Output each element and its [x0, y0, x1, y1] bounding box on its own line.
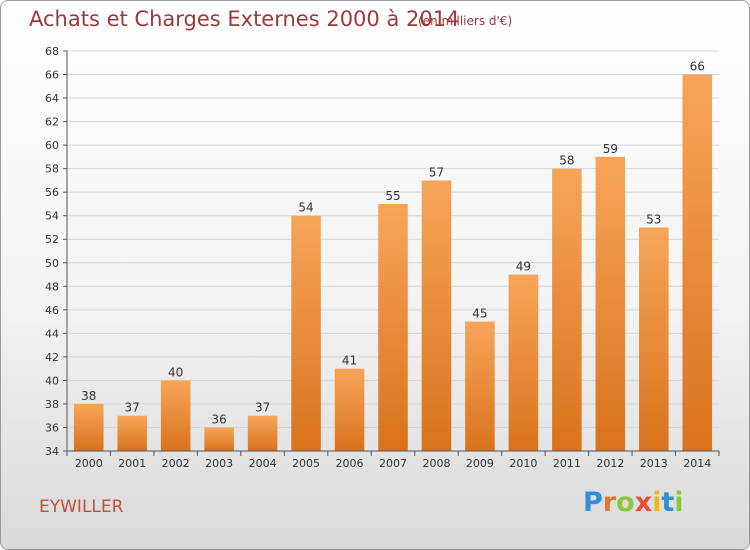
commune-name: EYWILLER — [39, 497, 124, 517]
bar-value-label: 66 — [690, 60, 705, 74]
logo-letter: r — [602, 487, 617, 518]
x-tick-label: 2006 — [336, 457, 364, 470]
x-tick-label: 2008 — [422, 457, 450, 470]
y-tick-label: 34 — [45, 445, 59, 458]
y-tick-label: 36 — [45, 421, 59, 434]
y-tick-label: 50 — [45, 257, 59, 270]
y-tick-label: 44 — [45, 327, 59, 340]
bar — [682, 74, 713, 451]
y-tick-label: 52 — [45, 233, 59, 246]
x-tick-label: 2000 — [75, 457, 103, 470]
bar — [552, 168, 582, 451]
bar-value-label: 53 — [646, 212, 661, 226]
bar — [247, 415, 278, 451]
x-tick-label: 2014 — [683, 457, 711, 470]
y-tick-label: 60 — [45, 139, 59, 152]
y-tick-label: 56 — [45, 186, 59, 199]
bar-value-label: 58 — [559, 154, 574, 168]
logo-letter: t — [661, 487, 675, 518]
y-tick-label: 48 — [45, 280, 59, 293]
bar-value-label: 55 — [385, 189, 400, 203]
bar-value-label: 59 — [603, 142, 618, 156]
bar-value-label: 37 — [125, 401, 140, 415]
x-tick-label: 2002 — [162, 457, 190, 470]
bar — [73, 403, 104, 451]
bar — [160, 380, 191, 451]
y-tick-label: 46 — [45, 304, 59, 317]
x-tick-label: 2007 — [379, 457, 407, 470]
bar — [378, 203, 408, 451]
axes: 34 36 38 40 42 44 46 48 50 52 54 56 58 60 62 64 66 68 2000… — [45, 45, 720, 470]
y-tick-label: 40 — [45, 374, 59, 387]
logo-letter: x — [634, 487, 653, 518]
bar-value-label: 54 — [298, 201, 313, 215]
bar — [508, 274, 539, 451]
bar-value-label: 45 — [472, 307, 487, 321]
bar — [334, 368, 365, 451]
y-tick-label: 58 — [45, 163, 59, 176]
logo-letter: o — [616, 487, 635, 518]
bar — [204, 427, 234, 451]
bar-value-label: 40 — [168, 365, 183, 379]
bar — [421, 180, 452, 452]
logo-letter: i — [674, 487, 684, 518]
y-tick-label: 68 — [45, 45, 59, 58]
bar — [117, 415, 147, 451]
logo-letter: P — [583, 487, 603, 518]
y-tick-label: 54 — [45, 210, 59, 223]
x-tick-label: 2010 — [509, 457, 537, 470]
x-tick-label: 2009 — [466, 457, 494, 470]
y-tick-label: 66 — [45, 69, 59, 82]
logo-letter: i — [652, 487, 662, 518]
bar — [465, 321, 495, 451]
x-tick-label: 2013 — [640, 457, 668, 470]
bar-value-label: 38 — [81, 389, 96, 403]
x-tick-label: 2005 — [292, 457, 320, 470]
y-tick-label: 64 — [45, 92, 59, 105]
chart-subtitle: (en milliers d'€) — [418, 14, 513, 28]
x-tick-label: 2004 — [249, 457, 277, 470]
proxiti-logo[interactable]: Proxiti — [583, 487, 684, 518]
bar — [291, 215, 321, 451]
x-tick-label: 2001 — [118, 457, 146, 470]
bars: 38 37 40 36 37 54 41 55 57 45 49 58 59 53 66 — [73, 60, 713, 452]
y-tick-label: 62 — [45, 116, 59, 129]
y-tick-label: 38 — [45, 398, 59, 411]
chart-title: Achats et Charges Externes 2000 à 2014 — [29, 7, 460, 31]
y-tick-label: 42 — [45, 351, 59, 364]
bar-value-label: 36 — [211, 412, 226, 426]
x-tick-label: 2003 — [205, 457, 233, 470]
bar-value-label: 57 — [429, 165, 444, 179]
bar-value-label: 49 — [516, 260, 531, 274]
bar-value-label: 41 — [342, 354, 357, 368]
x-tick-label: 2011 — [553, 457, 581, 470]
bar — [639, 227, 669, 451]
x-tick-label: 2012 — [596, 457, 624, 470]
bar-value-label: 37 — [255, 401, 270, 415]
bar — [595, 156, 626, 451]
